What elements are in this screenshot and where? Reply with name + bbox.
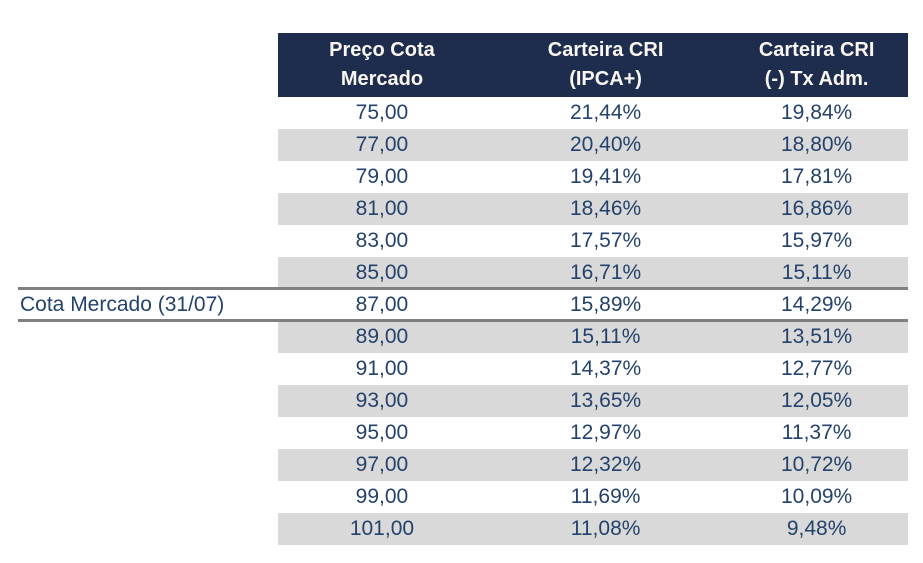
table-cell-preco: 87,00 <box>355 293 409 316</box>
table-cell-preco: 79,00 <box>355 165 409 188</box>
header-col-ipca-line2: (IPCA+) <box>569 68 642 90</box>
header-col-preco-line1: Preço Cota <box>329 39 435 61</box>
table-cell-txadm: 10,72% <box>781 453 853 476</box>
table-cell-txadm: 10,09% <box>781 485 853 508</box>
table-row: 97,00 12,32% 10,72% <box>278 449 908 481</box>
table-row: 79,00 19,41% 17,81% <box>278 161 908 193</box>
table-cell-preco: 99,00 <box>355 485 409 508</box>
table-row: 89,00 15,11% 13,51% <box>278 321 908 353</box>
header-col-preco: Preço Cota Mercado <box>278 33 486 97</box>
table-row: 81,00 18,46% 16,86% <box>278 193 908 225</box>
table-cell-txadm: 14,29% <box>781 293 853 316</box>
table-cell-ipca: 21,44% <box>569 101 642 124</box>
table-cell-txadm: 17,81% <box>781 165 853 188</box>
table-cell-txadm: 16,86% <box>781 197 853 220</box>
market-price-annotation: Cota Mercado (31/07) <box>20 292 225 316</box>
table-cell-ipca: 13,65% <box>569 389 642 412</box>
header-col-preco-line2: Mercado <box>340 68 424 90</box>
table-cell-ipca: 12,32% <box>569 453 642 476</box>
table-cell-txadm: 12,77% <box>781 357 853 380</box>
table-row: 101,00 11,08% 9,48% <box>278 513 908 545</box>
table-row: 85,00 16,71% 15,11% <box>278 257 908 289</box>
table-cell-ipca: 16,71% <box>569 261 642 284</box>
table-cell-ipca: 18,46% <box>569 197 642 220</box>
table-cell-preco: 97,00 <box>355 453 409 476</box>
table-cell-txadm: 11,37% <box>781 421 852 444</box>
table-cell-ipca: 12,97% <box>569 421 642 444</box>
table-body: 75,00 21,44% 19,84% 77,00 20,40% 18,80% 79,00 1… <box>278 97 908 545</box>
table-cell-preco: 101,00 <box>349 517 415 540</box>
table-cell-txadm: 15,97% <box>781 229 853 252</box>
table-cell-preco: 81,00 <box>355 197 409 220</box>
table-cell-txadm: 13,51% <box>781 325 853 348</box>
table-row-highlighted: 87,00 15,89% 14,29% <box>278 289 908 321</box>
table-cell-ipca: 14,37% <box>569 357 642 380</box>
table-cell-preco: 77,00 <box>355 133 409 156</box>
highlight-line-top <box>18 287 908 290</box>
table-header: Preço Cota Mercado Carteira CRI (IPCA+) … <box>278 33 908 97</box>
table-cell-ipca: 15,89% <box>569 293 642 316</box>
table-cell-preco: 83,00 <box>355 229 409 252</box>
table-row: 95,00 12,97% 11,37% <box>278 417 908 449</box>
table-cell-ipca: 15,11% <box>570 325 641 348</box>
table-cell-preco: 89,00 <box>355 325 409 348</box>
table-cell-txadm: 12,05% <box>781 389 853 412</box>
table-row: 83,00 17,57% 15,97% <box>278 225 908 257</box>
table-cell-ipca: 17,57% <box>569 229 642 252</box>
sensitivity-table: Preço Cota Mercado Carteira CRI (IPCA+) … <box>278 33 908 545</box>
table-row: 91,00 14,37% 12,77% <box>278 353 908 385</box>
table-cell-ipca: 11,69% <box>570 485 641 508</box>
table-cell-preco: 95,00 <box>355 421 409 444</box>
table-row: 75,00 21,44% 19,84% <box>278 97 908 129</box>
table-row: 93,00 13,65% 12,05% <box>278 385 908 417</box>
table-cell-preco: 85,00 <box>355 261 409 284</box>
header-col-txadm: Carteira CRI (-) Tx Adm. <box>725 33 908 97</box>
table-cell-ipca: 20,40% <box>569 133 642 156</box>
table-cell-preco: 91,00 <box>355 357 409 380</box>
table-cell-txadm: 19,84% <box>781 101 853 124</box>
table-cell-ipca: 11,08% <box>570 517 641 540</box>
header-col-ipca-line1: Carteira CRI <box>547 39 664 61</box>
table-cell-ipca: 19,41% <box>569 165 642 188</box>
header-col-txadm-line2: (-) Tx Adm. <box>764 68 869 90</box>
table-cell-txadm: 18,80% <box>781 133 853 156</box>
header-col-ipca: Carteira CRI (IPCA+) <box>486 33 725 97</box>
table-cell-txadm: 9,48% <box>786 517 847 540</box>
header-col-txadm-line1: Carteira CRI <box>758 39 875 61</box>
table-cell-preco: 93,00 <box>355 389 409 412</box>
table-cell-preco: 75,00 <box>355 101 409 124</box>
table-cell-txadm: 15,11% <box>781 261 852 284</box>
highlight-line-bottom <box>18 319 908 322</box>
table-row: 99,00 11,69% 10,09% <box>278 481 908 513</box>
table-row: 77,00 20,40% 18,80% <box>278 129 908 161</box>
